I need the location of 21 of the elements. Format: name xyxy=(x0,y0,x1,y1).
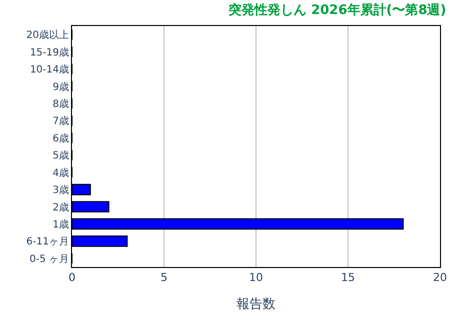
y-tick-label: 5歳 xyxy=(52,150,69,162)
y-tick-label: 8歳 xyxy=(52,98,69,110)
y-tick-label: 10-14歳 xyxy=(30,64,69,76)
x-tick-label: 10 xyxy=(249,271,263,284)
y-tick-label: 1歳 xyxy=(52,218,69,230)
y-tick-label: 6-11ヶ月 xyxy=(26,236,69,248)
x-axis-title: 報告数 xyxy=(236,296,276,312)
y-tick-label: 4歳 xyxy=(52,166,69,179)
chart-title: 突発性発しん 2026年累計(〜第8週) xyxy=(228,2,446,18)
x-tick-label: 5 xyxy=(160,271,168,284)
x-tick-label: 0 xyxy=(68,271,76,284)
y-tick-label: 0-5 ヶ月 xyxy=(29,254,69,265)
y-tick-label: 2歳 xyxy=(52,201,69,214)
x-tick-label: 15 xyxy=(341,271,355,284)
y-tick-label: 9歳 xyxy=(52,80,69,93)
y-tick-label: 20歳以上 xyxy=(26,29,69,42)
y-tick-label: 7歳 xyxy=(52,115,69,128)
x-tick-label: 20 xyxy=(433,271,447,284)
y-tick-label: 15-19歳 xyxy=(30,46,69,58)
y-tick-label: 6歳 xyxy=(52,132,69,144)
y-tick-label: 3歳 xyxy=(52,184,69,196)
